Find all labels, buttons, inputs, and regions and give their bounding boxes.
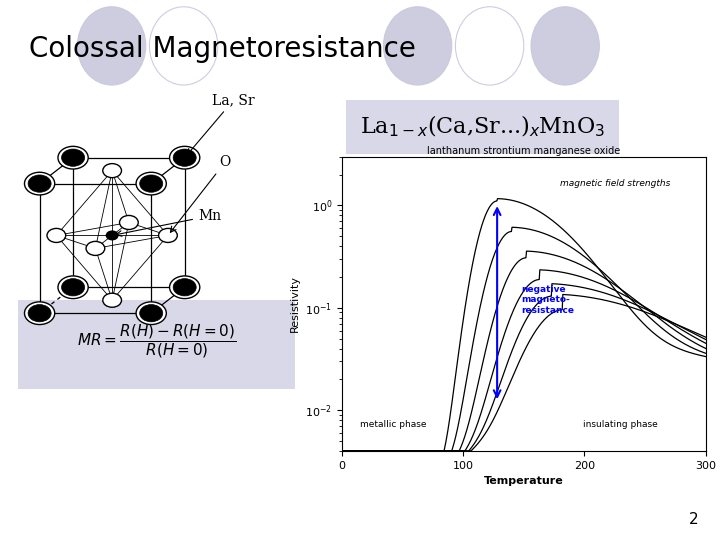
Ellipse shape xyxy=(78,6,145,85)
Ellipse shape xyxy=(531,6,600,85)
Circle shape xyxy=(136,302,166,325)
Circle shape xyxy=(62,279,85,296)
Text: Mn: Mn xyxy=(116,209,221,237)
Circle shape xyxy=(107,231,118,240)
Text: Colossal Magnetoresistance: Colossal Magnetoresistance xyxy=(29,35,415,63)
Circle shape xyxy=(173,149,197,166)
Y-axis label: Resistivity: Resistivity xyxy=(289,275,300,332)
Ellipse shape xyxy=(456,6,524,85)
Circle shape xyxy=(140,305,163,322)
Circle shape xyxy=(24,302,55,325)
Circle shape xyxy=(140,175,163,192)
X-axis label: Temperature: Temperature xyxy=(484,476,564,486)
Circle shape xyxy=(28,175,51,192)
Text: negative
magneto-
resistance: negative magneto- resistance xyxy=(521,285,575,315)
Text: metallic phase: metallic phase xyxy=(360,420,426,429)
Ellipse shape xyxy=(150,6,218,85)
Circle shape xyxy=(28,305,51,322)
Circle shape xyxy=(170,146,200,169)
Title: lanthanum strontium manganese oxide: lanthanum strontium manganese oxide xyxy=(427,146,621,156)
Circle shape xyxy=(170,276,200,299)
Circle shape xyxy=(58,276,89,299)
Circle shape xyxy=(158,228,177,242)
Circle shape xyxy=(120,215,138,230)
Text: 2: 2 xyxy=(689,511,698,526)
Circle shape xyxy=(173,279,197,296)
Circle shape xyxy=(103,293,122,307)
Text: magnetic field strengths: magnetic field strengths xyxy=(560,179,670,188)
Text: O: O xyxy=(171,155,231,232)
FancyBboxPatch shape xyxy=(346,100,619,154)
Circle shape xyxy=(103,164,122,178)
Circle shape xyxy=(24,172,55,195)
Text: $MR = \dfrac{R(H) - R(H=0)}{R(H=0)}$: $MR = \dfrac{R(H) - R(H=0)}{R(H=0)}$ xyxy=(77,323,236,360)
Circle shape xyxy=(62,149,85,166)
Circle shape xyxy=(86,241,105,255)
Circle shape xyxy=(58,146,89,169)
Text: insulating phase: insulating phase xyxy=(583,420,658,429)
Ellipse shape xyxy=(383,6,452,85)
FancyBboxPatch shape xyxy=(18,300,295,389)
Text: La, Sr: La, Sr xyxy=(187,93,255,154)
Circle shape xyxy=(47,228,66,242)
Text: La$_{1-x}$(Ca,Sr...)$_x$MnO$_3$: La$_{1-x}$(Ca,Sr...)$_x$MnO$_3$ xyxy=(360,114,605,139)
Circle shape xyxy=(136,172,166,195)
